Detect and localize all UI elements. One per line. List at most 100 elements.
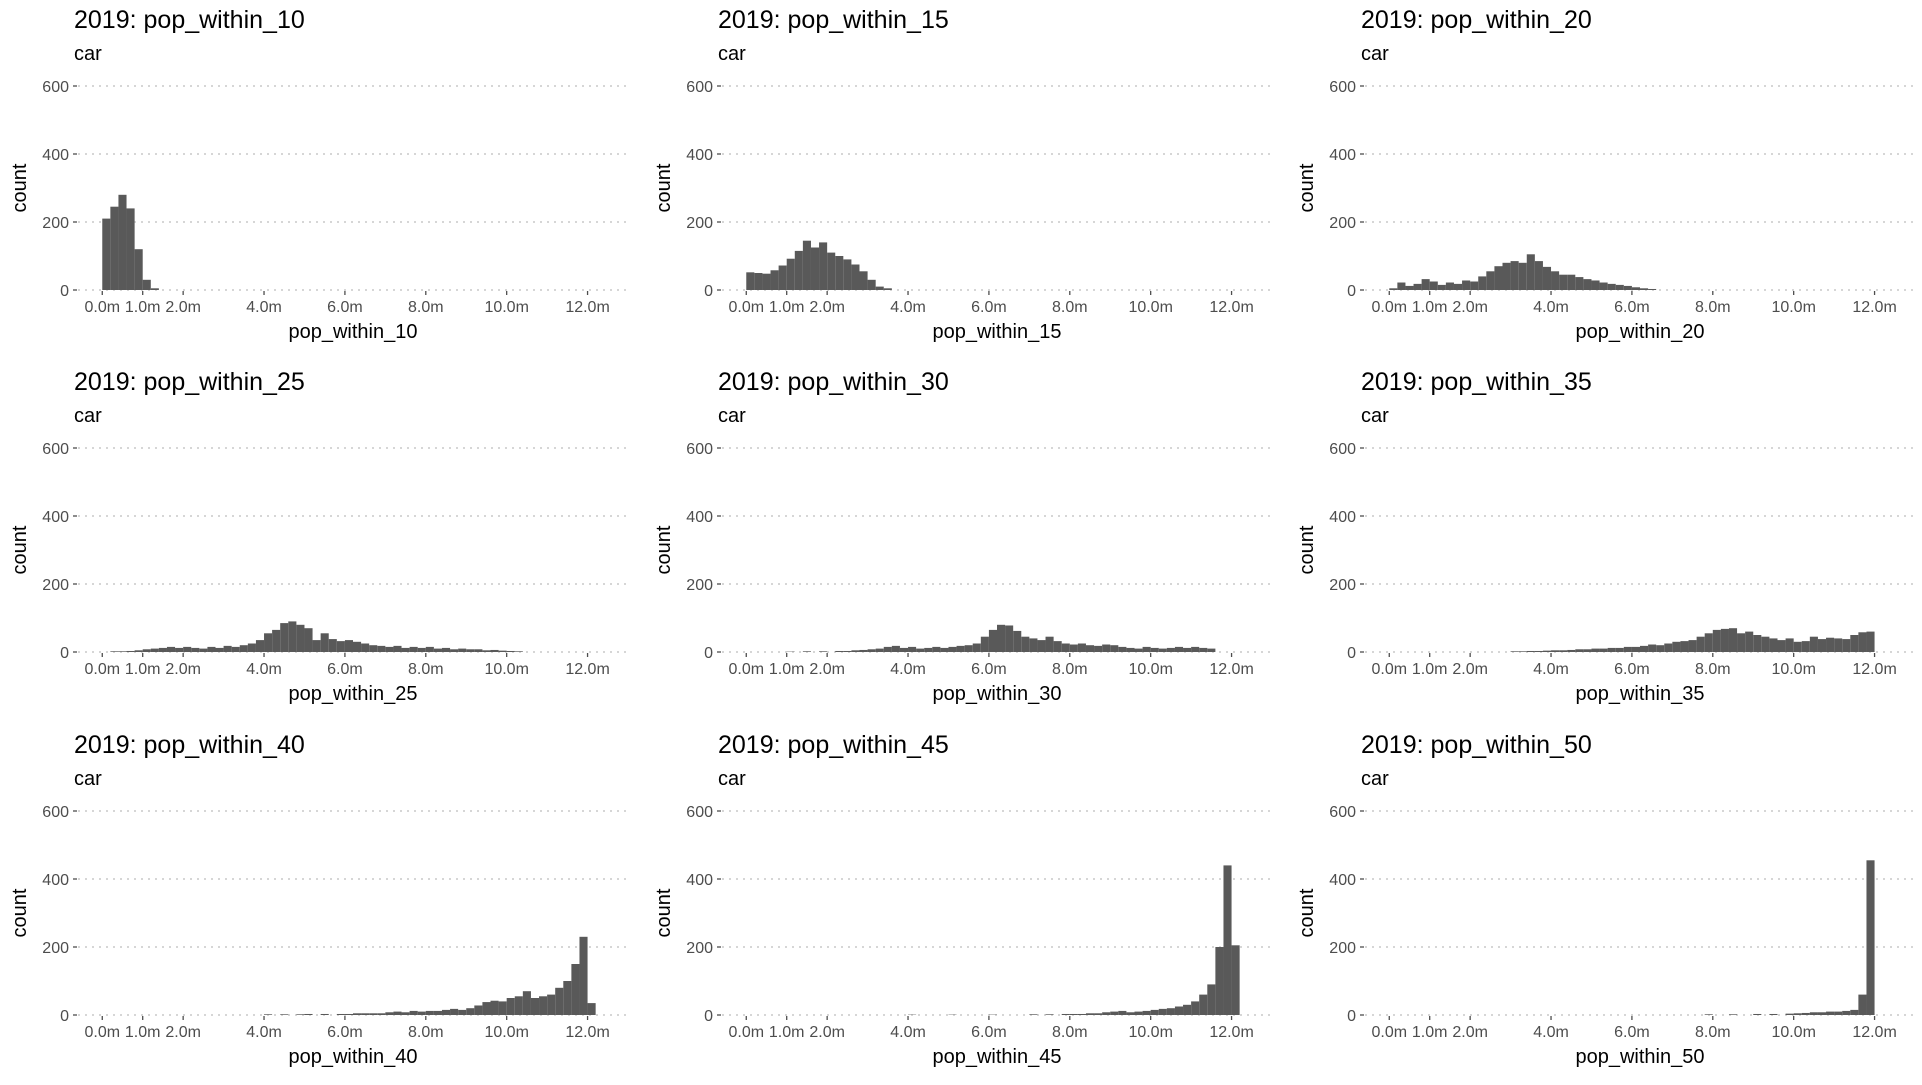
histogram-bar <box>1422 279 1430 290</box>
panel-subtitle: car <box>718 405 746 427</box>
histogram-bar <box>1062 1014 1070 1015</box>
histogram-bar <box>1753 635 1761 652</box>
histogram-bar <box>1405 286 1413 290</box>
x-axis-title: pop_within_10 <box>289 321 418 343</box>
histogram-bar <box>1199 995 1207 1015</box>
histogram-bar <box>1591 649 1599 652</box>
histogram-bar <box>1005 625 1013 652</box>
histogram-bar <box>1567 275 1575 290</box>
x-tick-label: 0.0m <box>84 299 120 316</box>
histogram-bar <box>418 1012 426 1015</box>
histogram-bar <box>418 648 426 652</box>
x-tick-label: 0.0m <box>728 1024 764 1041</box>
panel-title: 2019: pop_within_10 <box>74 6 305 34</box>
histogram-bar <box>1705 1014 1713 1015</box>
histogram-bar <box>579 937 587 1015</box>
histogram-bar <box>450 1009 458 1015</box>
x-tick-label: 10.0m <box>1128 661 1172 678</box>
y-tick-label: 400 <box>686 147 713 164</box>
x-tick-label: 8.0m <box>408 299 444 316</box>
x-tick-label: 8.0m <box>1052 299 1088 316</box>
y-tick-label: 600 <box>42 441 69 458</box>
y-tick-label: 600 <box>1329 804 1356 821</box>
histogram-bar <box>1070 1014 1078 1015</box>
histogram-bar <box>1834 638 1842 652</box>
histogram-bar <box>1600 283 1608 290</box>
histogram-bar <box>1135 1012 1143 1015</box>
histogram-bar <box>329 639 337 652</box>
histogram-bar <box>248 644 256 653</box>
x-tick-label: 8.0m <box>1052 1024 1088 1041</box>
x-axis-title: pop_within_15 <box>933 321 1062 343</box>
histogram-bar <box>207 647 215 652</box>
histogram-bar <box>1183 1005 1191 1015</box>
histogram-bar <box>948 647 956 652</box>
x-tick-label: 12.0m <box>1852 299 1896 316</box>
histogram-bar <box>1454 284 1462 290</box>
histogram-bar <box>876 287 884 290</box>
y-tick-label: 600 <box>686 79 713 96</box>
histogram-bar <box>563 981 571 1015</box>
histogram-bar <box>1062 644 1070 653</box>
y-axis-title: count <box>653 888 675 937</box>
histogram-bar <box>1232 945 1240 1015</box>
histogram-bar <box>588 1003 596 1015</box>
x-tick-label: 8.0m <box>1695 299 1731 316</box>
x-tick-label: 4.0m <box>890 1024 926 1041</box>
x-tick-label: 2.0m <box>809 661 845 678</box>
histogram-bar <box>1713 630 1721 652</box>
histogram-bar <box>1624 286 1632 290</box>
histogram-bar <box>1834 1012 1842 1015</box>
y-tick-label: 0 <box>704 645 713 662</box>
histogram-bar <box>1021 637 1029 652</box>
x-tick-label: 8.0m <box>1052 661 1088 678</box>
histogram-bar <box>835 256 843 290</box>
histogram-bar <box>957 646 965 652</box>
histogram-bar <box>1151 648 1159 652</box>
histogram-bar <box>280 1014 288 1015</box>
histogram-bar <box>118 195 126 290</box>
histogram-bar <box>1535 651 1543 652</box>
histogram-bar <box>474 1005 482 1015</box>
x-tick-label: 1.0m <box>1412 661 1448 678</box>
histogram-bar <box>746 272 754 290</box>
histogram-bar <box>264 633 272 652</box>
histogram-bar <box>1438 285 1446 290</box>
x-tick-label: 1.0m <box>125 299 161 316</box>
histogram-bar <box>1761 637 1769 652</box>
histogram-bar <box>1086 1013 1094 1015</box>
x-tick-label: 4.0m <box>1533 299 1569 316</box>
histogram-bar <box>337 1014 345 1015</box>
x-tick-label: 4.0m <box>890 299 926 316</box>
histogram-bar <box>1559 275 1567 290</box>
histogram-bar <box>1858 995 1866 1015</box>
histogram-bar <box>1737 633 1745 652</box>
x-tick-label: 2.0m <box>809 299 845 316</box>
histogram-bar <box>1527 254 1535 290</box>
histogram-bar <box>1729 1014 1737 1015</box>
histogram-bar <box>1527 651 1535 652</box>
panel-subtitle: car <box>1361 768 1389 790</box>
histogram-bar <box>1769 638 1777 652</box>
histogram-bar <box>884 288 892 290</box>
histogram-bar <box>884 647 892 652</box>
histogram-bar <box>1191 1001 1199 1015</box>
histogram-bar <box>1167 648 1175 652</box>
panel-title: 2019: pop_within_30 <box>718 368 949 396</box>
histogram-bar <box>1858 632 1866 652</box>
histogram-bar <box>973 644 981 653</box>
histogram-bar <box>1543 651 1551 652</box>
histogram-bar <box>1118 1011 1126 1015</box>
histogram-bar <box>851 265 859 291</box>
histogram-bar <box>216 648 224 652</box>
histogram-bar <box>288 621 296 652</box>
histogram-bar <box>369 645 377 652</box>
histogram-bar <box>1640 646 1648 652</box>
x-tick-label: 2.0m <box>1452 1024 1488 1041</box>
histogram-bar <box>1616 285 1624 290</box>
y-tick-label: 600 <box>42 79 69 96</box>
histogram-bar <box>491 1001 499 1015</box>
y-axis-title: count <box>9 525 31 574</box>
